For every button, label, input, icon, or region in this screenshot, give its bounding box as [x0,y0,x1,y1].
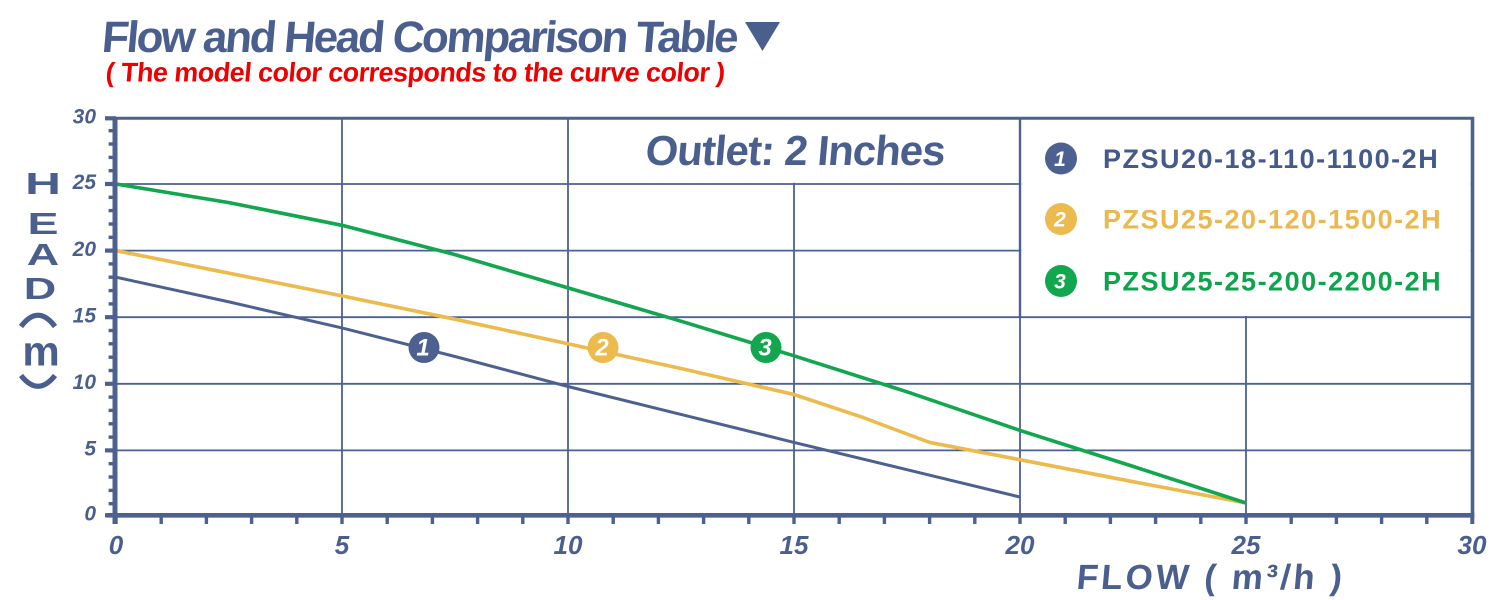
svg-text:5: 5 [335,530,350,560]
svg-text:m: m [22,328,59,375]
svg-text:D: D [24,272,56,307]
svg-text:20: 20 [72,238,97,261]
svg-text:2: 2 [1053,209,1066,232]
svg-text:E: E [27,207,58,242]
svg-text:30: 30 [1458,530,1487,560]
svg-text:H: H [25,166,61,200]
svg-text:15: 15 [73,304,97,327]
svg-text:20: 20 [1005,530,1035,560]
svg-text:25: 25 [72,171,97,194]
svg-text:Flow and Head Comparison Table: Flow and Head Comparison Table [100,13,739,62]
svg-text:30: 30 [73,106,97,129]
svg-text:3: 3 [758,335,772,362]
svg-text:10: 10 [554,530,583,560]
svg-text:PZSU25-20-120-1500-2H: PZSU25-20-120-1500-2H [1103,205,1442,235]
svg-text:Outlet: 2 Inches: Outlet: 2 Inches [644,127,947,174]
svg-text:25: 25 [1231,530,1261,560]
svg-text:PZSU20-18-110-1100-2H: PZSU20-18-110-1100-2H [1103,144,1439,174]
svg-text:15: 15 [780,530,809,560]
svg-text:FLOW ( m³/h ): FLOW ( m³/h ) [1075,558,1347,597]
svg-text:0: 0 [84,503,96,526]
svg-text:2: 2 [594,335,609,362]
svg-text:( The model color corresponds: ( The model color corresponds to the cur… [104,58,726,88]
svg-text:1: 1 [1054,148,1066,171]
svg-text:5: 5 [84,438,96,461]
svg-text:10: 10 [73,371,97,394]
svg-text:PZSU25-25-200-2200-2H: PZSU25-25-200-2200-2H [1103,267,1442,297]
svg-text:A: A [27,238,59,273]
svg-text:1: 1 [416,335,429,362]
svg-text:3: 3 [1054,271,1066,294]
svg-text:0: 0 [109,530,124,560]
